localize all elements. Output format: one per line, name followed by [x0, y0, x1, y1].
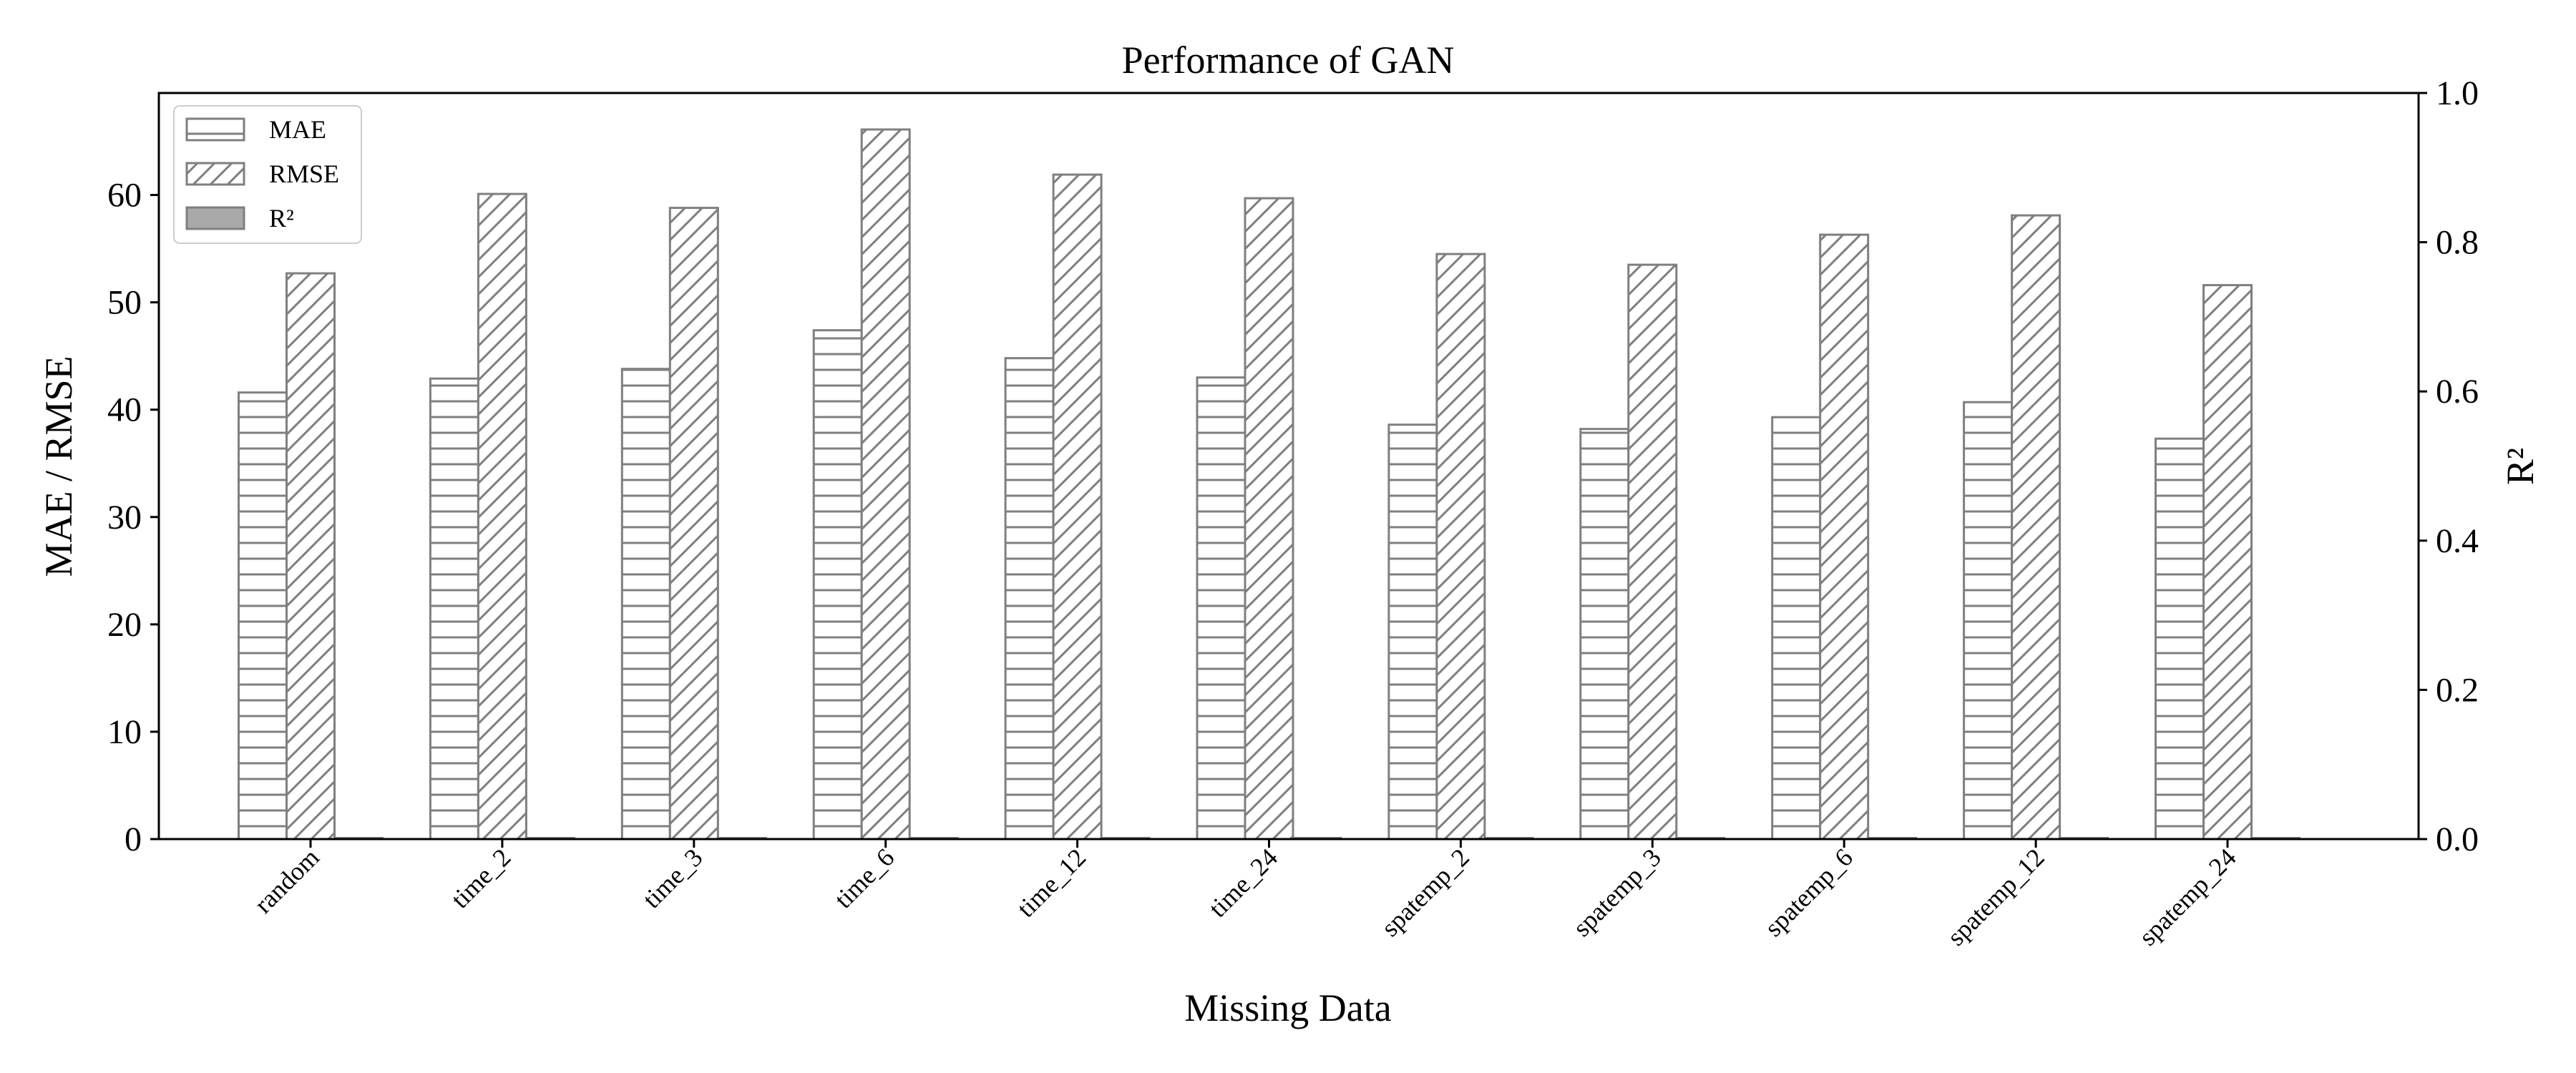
left-axis: 0 10 20 30 40 50 60 — [107, 177, 159, 858]
y-tick-label: 40 — [107, 391, 142, 429]
bar-mae-random — [238, 391, 288, 841]
bar-rmse-random — [286, 272, 336, 841]
x-tick-label: time_12 — [1012, 843, 1092, 923]
y-right-tick-label: 0.6 — [2436, 373, 2479, 411]
legend: MAE RMSE R² — [173, 105, 362, 244]
chart-title: Performance of GAN — [1122, 39, 1455, 82]
x-tick-label: time_2 — [446, 843, 517, 913]
bars-group — [238, 128, 2301, 841]
y-right-tick-label: 0.4 — [2436, 522, 2479, 560]
y-right-tick-label: 1.0 — [2436, 74, 2479, 112]
bar-mae-spatemp_24 — [2155, 437, 2205, 841]
bar-mae-time_2 — [429, 377, 479, 841]
bar-mae-spatemp_2 — [1387, 423, 1438, 841]
x-tick-label: spatemp_2 — [1375, 843, 1475, 942]
bar-rmse-spatemp_3 — [1627, 263, 1678, 841]
y-axis-label: MAE / RMSE — [37, 356, 80, 577]
bar-mae-time_3 — [620, 368, 671, 841]
legend-label: MAE — [269, 115, 326, 144]
bar-rmse-time_3 — [668, 207, 719, 841]
y-right-tick-label: 0.0 — [2436, 820, 2479, 858]
y-right-tick-label: 0.8 — [2436, 224, 2479, 262]
y-tick-label: 60 — [107, 177, 142, 215]
x-tick-label: time_6 — [829, 843, 899, 913]
y-tick-label: 0 — [125, 820, 142, 858]
plot-frame — [157, 92, 2420, 841]
y-tick-label: 30 — [107, 499, 142, 536]
bar-mae-spatemp_6 — [1771, 416, 1822, 841]
y-axis-right-label: R² — [2499, 448, 2542, 485]
legend-label: R² — [269, 204, 294, 232]
legend-swatch — [185, 162, 245, 186]
bar-rmse-time_6 — [860, 128, 911, 841]
legend-swatch — [185, 117, 245, 142]
bar-rmse-spatemp_6 — [1819, 233, 1870, 841]
x-tick-label: time_24 — [1203, 843, 1283, 923]
bar-mae-time_6 — [812, 329, 863, 841]
x-axis-label: Missing Data — [1184, 986, 1392, 1029]
bar-rmse-spatemp_2 — [1435, 253, 1486, 841]
x-tick-label: spatemp_3 — [1567, 843, 1667, 942]
y-tick-label: 50 — [107, 284, 142, 322]
y-tick-label: 10 — [107, 713, 142, 751]
bar-rmse-time_24 — [1244, 197, 1294, 841]
x-tick-label: random — [249, 843, 325, 918]
bar-rmse-time_2 — [477, 192, 527, 841]
y-tick-label: 20 — [107, 606, 142, 644]
right-axis: 0.0 0.2 0.4 0.6 0.8 1.0 — [2419, 74, 2479, 858]
x-tick-label: spatemp_12 — [1941, 843, 2049, 951]
x-axis: random time_2 time_3 time_6 time_12 time_24 sp… — [249, 839, 2242, 951]
x-tick-label: spatemp_6 — [1759, 843, 1858, 942]
bar-rmse-spatemp_24 — [2202, 284, 2253, 841]
bar-rmse-spatemp_12 — [2011, 214, 2062, 841]
bar-mae-spatemp_12 — [1963, 401, 2014, 841]
x-tick-label: spatemp_24 — [2133, 843, 2241, 951]
x-tick-label: time_3 — [637, 843, 708, 913]
bar-mae-time_24 — [1196, 376, 1246, 841]
legend-label: RMSE — [269, 160, 339, 188]
y-right-tick-label: 0.2 — [2436, 671, 2479, 709]
bar-rmse-time_12 — [1052, 173, 1103, 841]
bar-mae-spatemp_3 — [1579, 428, 1630, 841]
bar-mae-time_12 — [1004, 357, 1055, 841]
legend-swatch — [185, 206, 245, 230]
